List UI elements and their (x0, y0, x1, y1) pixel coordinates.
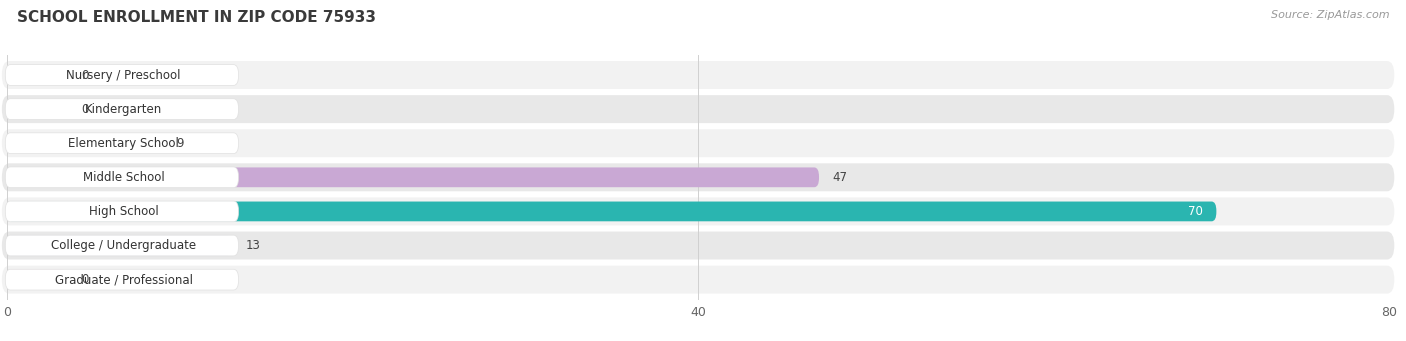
FancyBboxPatch shape (7, 236, 232, 255)
Text: 0: 0 (82, 69, 89, 81)
Text: Nursery / Preschool: Nursery / Preschool (66, 69, 181, 81)
FancyBboxPatch shape (7, 270, 67, 290)
FancyBboxPatch shape (1, 163, 1395, 191)
FancyBboxPatch shape (1, 95, 1395, 123)
FancyBboxPatch shape (6, 201, 239, 222)
FancyBboxPatch shape (1, 232, 1395, 260)
Text: 13: 13 (246, 239, 260, 252)
Text: 47: 47 (832, 171, 848, 184)
FancyBboxPatch shape (6, 99, 239, 119)
Text: 70: 70 (1188, 205, 1202, 218)
FancyBboxPatch shape (7, 202, 1216, 221)
FancyBboxPatch shape (6, 167, 239, 188)
FancyBboxPatch shape (1, 197, 1395, 225)
FancyBboxPatch shape (6, 235, 239, 256)
Text: 0: 0 (82, 273, 89, 286)
Text: Graduate / Professional: Graduate / Professional (55, 273, 193, 286)
FancyBboxPatch shape (1, 61, 1395, 89)
Text: High School: High School (89, 205, 159, 218)
FancyBboxPatch shape (7, 133, 163, 153)
Text: SCHOOL ENROLLMENT IN ZIP CODE 75933: SCHOOL ENROLLMENT IN ZIP CODE 75933 (17, 10, 375, 25)
FancyBboxPatch shape (1, 129, 1395, 157)
FancyBboxPatch shape (7, 65, 67, 85)
FancyBboxPatch shape (6, 269, 239, 290)
Text: 9: 9 (176, 137, 184, 150)
FancyBboxPatch shape (1, 266, 1395, 294)
FancyBboxPatch shape (6, 133, 239, 153)
Text: Middle School: Middle School (83, 171, 165, 184)
FancyBboxPatch shape (6, 65, 239, 85)
FancyBboxPatch shape (7, 99, 67, 119)
Text: 0: 0 (82, 103, 89, 116)
Text: Elementary School: Elementary School (69, 137, 179, 150)
Text: College / Undergraduate: College / Undergraduate (51, 239, 197, 252)
Text: Source: ZipAtlas.com: Source: ZipAtlas.com (1271, 10, 1389, 20)
FancyBboxPatch shape (7, 167, 820, 187)
Text: Kindergarten: Kindergarten (84, 103, 162, 116)
